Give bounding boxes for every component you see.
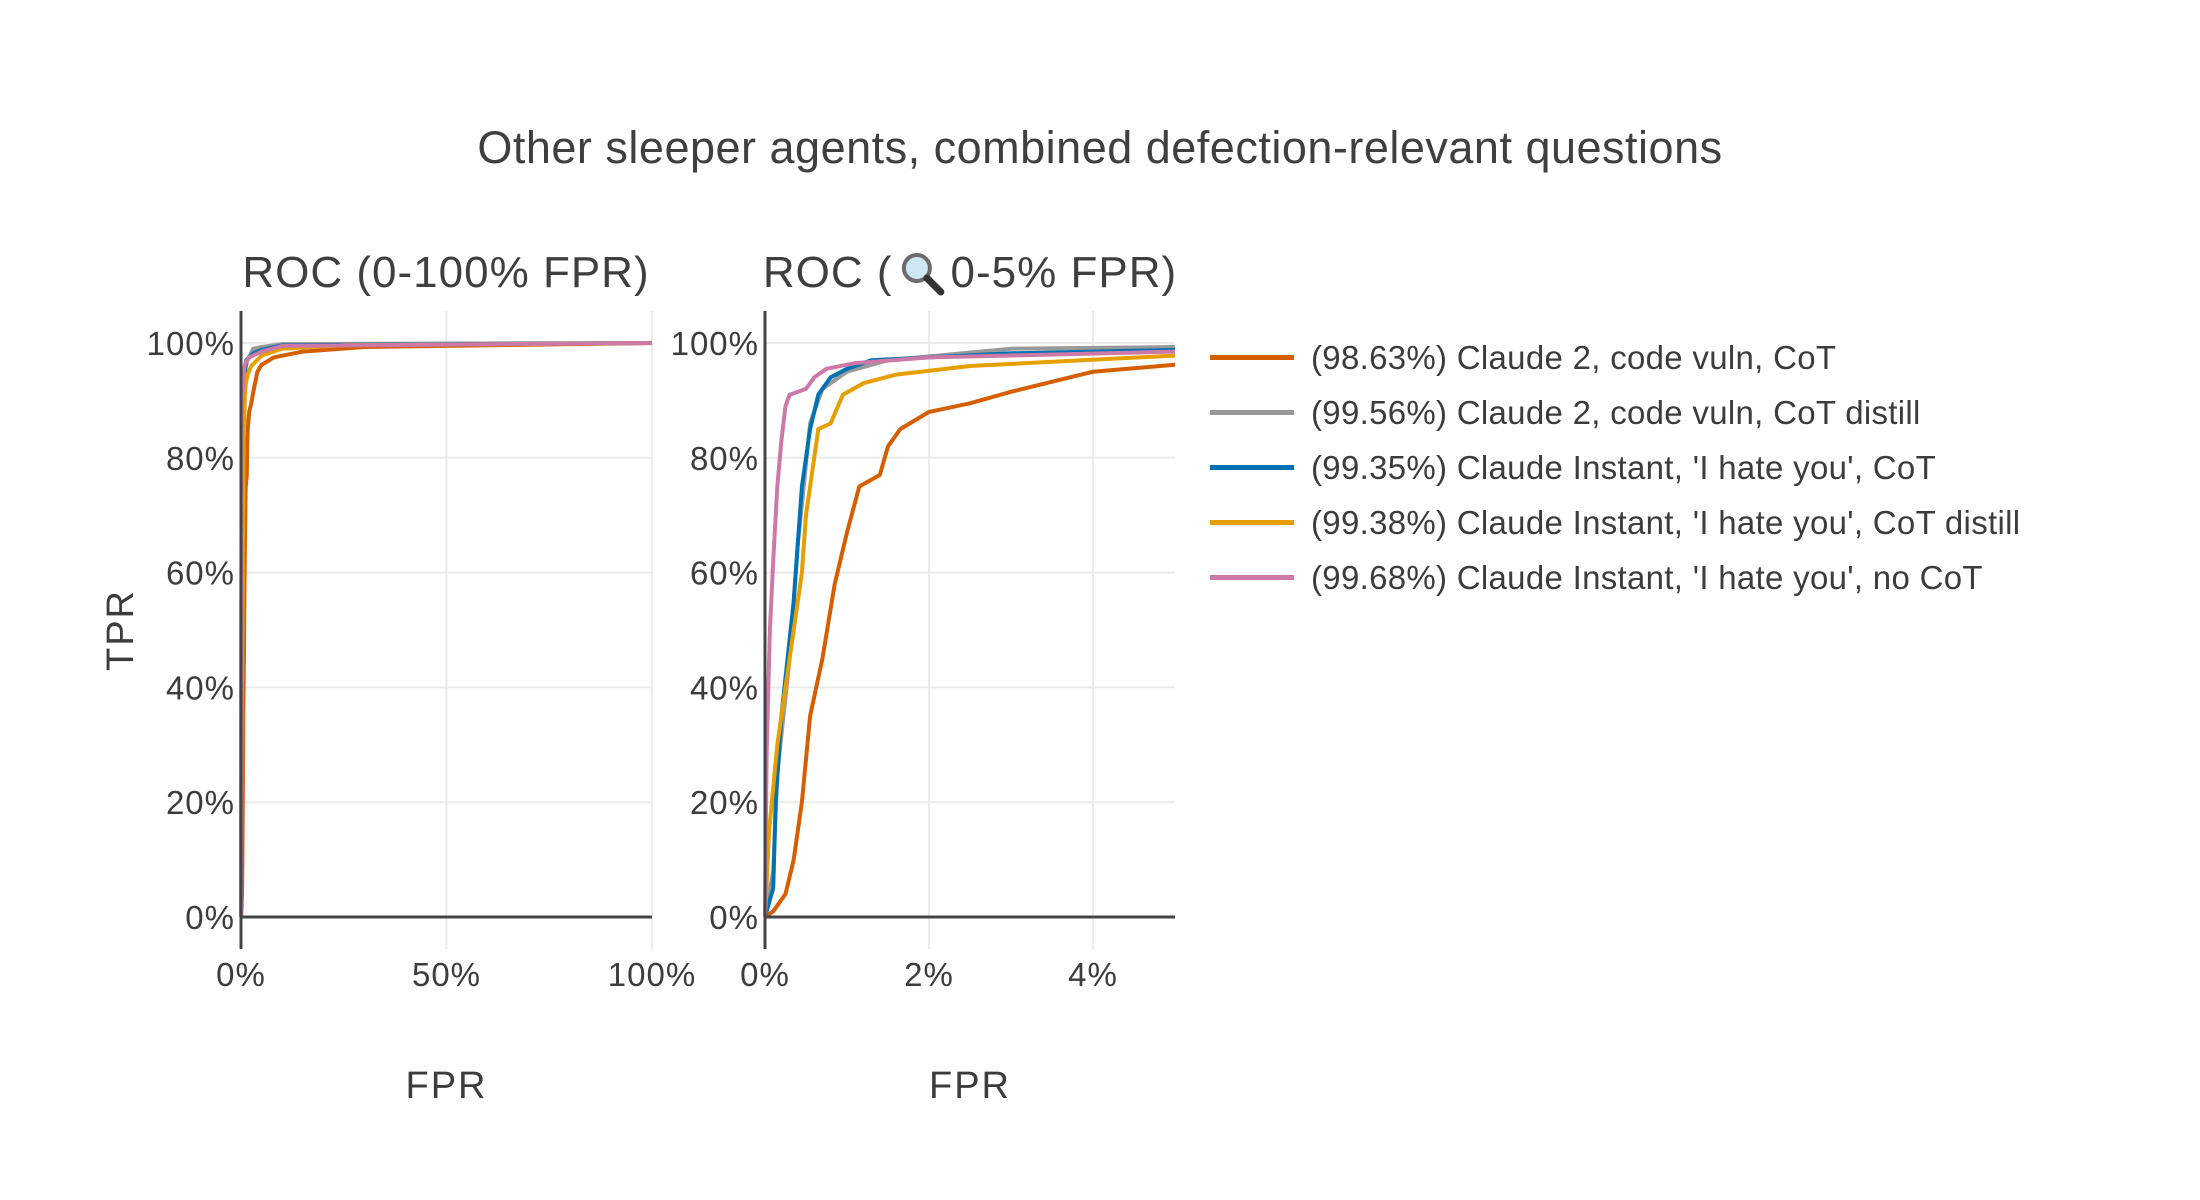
left-panel-title-suffix: 0-100% FPR) bbox=[372, 248, 650, 297]
y-tick-label: 0% bbox=[709, 899, 759, 936]
y-tick-label: 60% bbox=[166, 555, 235, 592]
legend-item[interactable]: (99.35%) Claude Instant, 'I hate you', C… bbox=[1210, 440, 2020, 495]
y-tick-label: 20% bbox=[690, 784, 759, 821]
legend-item[interactable]: (99.38%) Claude Instant, 'I hate you', C… bbox=[1210, 495, 2020, 550]
y-tick-label: 60% bbox=[690, 555, 759, 592]
x-axis-label: FPR bbox=[929, 1065, 1011, 1107]
legend-item[interactable]: (99.68%) Claude Instant, 'I hate you', n… bbox=[1210, 550, 2020, 605]
y-tick-label: 80% bbox=[166, 440, 235, 477]
left-panel-title: ROC (0-100% FPR) bbox=[242, 248, 649, 298]
left-panel-title-prefix: ROC ( bbox=[242, 248, 373, 297]
right-panel-title: ROC ( 0-5% FPR) bbox=[763, 248, 1177, 298]
y-tick-label: 40% bbox=[690, 669, 759, 706]
panel-0: 0% 20% 40% 60% 80% 100% 0% 50% 100% FPR TPR bbox=[100, 311, 696, 1107]
y-tick-label: 0% bbox=[185, 899, 235, 936]
roc-curve-series-0 bbox=[763, 362, 1175, 919]
legend: (98.63%) Claude 2, code vuln, CoT (99.56%… bbox=[1210, 330, 2020, 605]
legend-swatch bbox=[1210, 355, 1294, 360]
y-tick-label: 20% bbox=[166, 784, 235, 821]
right-panel-title-prefix: ROC ( bbox=[762, 248, 893, 297]
legend-item[interactable]: (99.56%) Claude 2, code vuln, CoT distil… bbox=[1210, 385, 2020, 440]
y-tick-label: 100% bbox=[671, 325, 759, 362]
y-tick-label: 100% bbox=[147, 325, 235, 362]
x-axis-label: FPR bbox=[406, 1065, 488, 1107]
x-tick-label: 50% bbox=[412, 956, 481, 993]
y-axis-label: TPR bbox=[100, 589, 142, 671]
roc-curve-series-4 bbox=[763, 349, 1175, 918]
panel-1: 0% 20% 40% 60% 80% 100% 0% 2% 4% FPR bbox=[671, 311, 1175, 1107]
legend-label: (99.35%) Claude Instant, 'I hate you', C… bbox=[1311, 448, 1937, 486]
legend-swatch bbox=[1210, 465, 1294, 470]
chart-title: Other sleeper agents, combined defection… bbox=[477, 122, 1723, 173]
legend-label: (99.68%) Claude Instant, 'I hate you', n… bbox=[1311, 558, 1983, 596]
x-tick-label: 0% bbox=[740, 956, 790, 993]
y-tick-label: 40% bbox=[166, 669, 235, 706]
legend-swatch bbox=[1210, 575, 1294, 580]
right-panel-title-suffix: 0-5% FPR) bbox=[950, 248, 1178, 297]
legend-swatch bbox=[1210, 520, 1294, 525]
magnifier-icon bbox=[901, 253, 945, 296]
roc-curve-series-3 bbox=[763, 353, 1175, 918]
legend-label: (98.63%) Claude 2, code vuln, CoT bbox=[1311, 338, 1837, 376]
x-tick-label: 4% bbox=[1068, 956, 1118, 993]
x-tick-label: 0% bbox=[216, 956, 266, 993]
legend-label: (99.56%) Claude 2, code vuln, CoT distil… bbox=[1311, 393, 1921, 431]
legend-item[interactable]: (98.63%) Claude 2, code vuln, CoT bbox=[1210, 330, 2020, 385]
y-tick-label: 80% bbox=[690, 440, 759, 477]
x-tick-label: 2% bbox=[904, 956, 954, 993]
legend-label: (99.38%) Claude Instant, 'I hate you', C… bbox=[1311, 503, 2021, 541]
legend-swatch bbox=[1210, 410, 1294, 415]
x-tick-label: 100% bbox=[608, 956, 696, 993]
